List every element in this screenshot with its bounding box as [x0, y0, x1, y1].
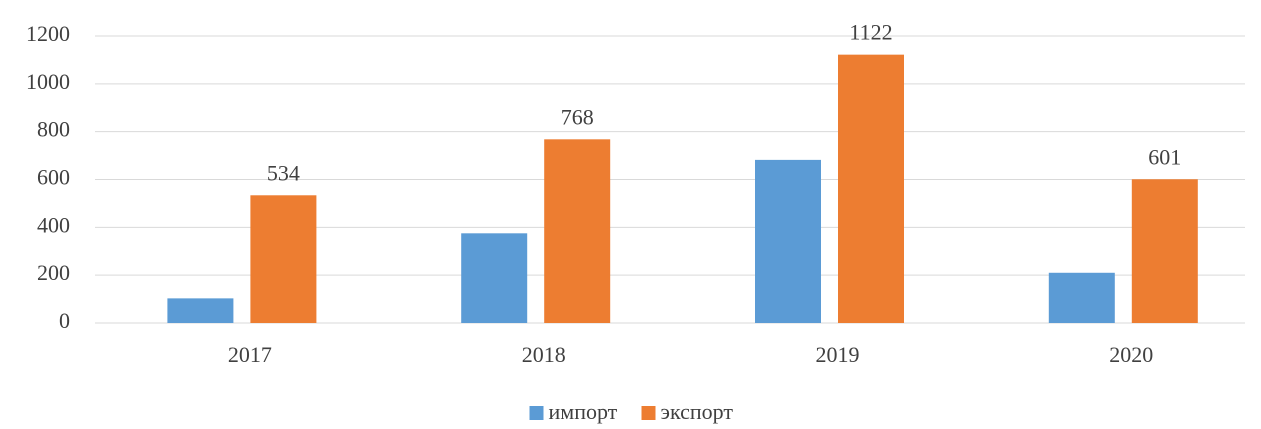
bar: [250, 195, 317, 323]
bar: [1131, 179, 1198, 323]
legend-swatch: [529, 406, 544, 420]
y-tick-label: 1000: [26, 69, 70, 94]
y-tick-label: 200: [37, 260, 70, 285]
data-label: 534: [267, 160, 300, 185]
y-tick-label: 1200: [26, 21, 70, 46]
x-tick-label: 2017: [228, 342, 272, 367]
legend-label: импорт: [549, 399, 618, 424]
legend-swatch: [641, 406, 656, 420]
y-tick-label: 0: [59, 308, 70, 333]
data-label: 768: [561, 104, 594, 129]
bar: [1048, 272, 1115, 323]
x-tick-label: 2019: [816, 342, 860, 367]
data-label: 601: [1148, 144, 1181, 169]
bar: [838, 54, 904, 323]
bar: [544, 139, 611, 323]
legend-label: экспорт: [661, 399, 734, 424]
bar: [461, 233, 528, 323]
bar: [755, 159, 821, 323]
x-tick-label: 2020: [1109, 342, 1153, 367]
y-tick-label: 600: [37, 165, 70, 190]
y-tick-label: 800: [37, 117, 70, 142]
y-tick-label: 400: [37, 212, 70, 237]
x-tick-label: 2018: [522, 342, 566, 367]
bar: [167, 298, 234, 323]
data-label: 1122: [849, 20, 892, 45]
